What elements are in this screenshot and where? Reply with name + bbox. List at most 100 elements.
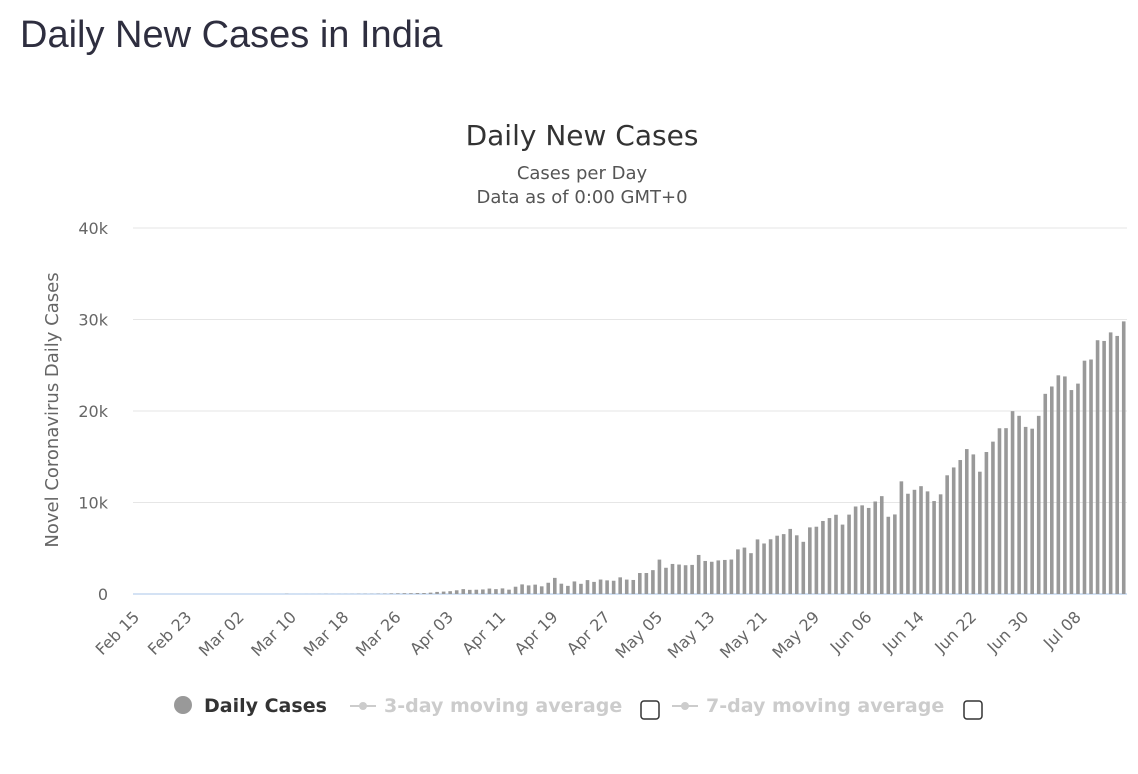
legend-daily-cases[interactable]: Daily Cases	[204, 695, 327, 717]
bar[interactable]	[441, 591, 446, 594]
bar[interactable]	[978, 471, 982, 594]
bar[interactable]	[1082, 360, 1087, 594]
bar[interactable]	[775, 535, 779, 594]
bar[interactable]	[742, 547, 747, 594]
legend-daily-cases-marker[interactable]	[174, 696, 192, 714]
bar[interactable]	[598, 579, 603, 594]
bar[interactable]	[657, 559, 662, 594]
bar[interactable]	[768, 539, 773, 594]
bar[interactable]	[1121, 321, 1126, 594]
bar[interactable]	[906, 493, 910, 594]
bar[interactable]	[729, 559, 734, 594]
bar[interactable]	[474, 589, 479, 594]
bar[interactable]	[690, 564, 694, 594]
bar[interactable]	[644, 573, 649, 594]
bar[interactable]	[1004, 428, 1008, 594]
bar[interactable]	[1108, 332, 1113, 594]
bar[interactable]	[559, 583, 564, 594]
bar[interactable]	[409, 593, 413, 594]
bar[interactable]	[1115, 335, 1119, 594]
bar[interactable]	[991, 441, 995, 594]
bar[interactable]	[677, 564, 681, 594]
legend-7day-moving-average[interactable]: 7-day moving average	[706, 695, 944, 717]
bar[interactable]	[638, 573, 642, 594]
bar[interactable]	[507, 589, 511, 594]
bar[interactable]	[481, 589, 485, 594]
bar[interactable]	[533, 584, 537, 594]
bar[interactable]	[454, 590, 459, 594]
bar[interactable]	[1043, 393, 1048, 594]
bar[interactable]	[494, 589, 498, 594]
bar[interactable]	[840, 524, 845, 594]
bar[interactable]	[919, 486, 923, 594]
bar[interactable]	[467, 589, 472, 594]
bar[interactable]	[500, 588, 505, 594]
bar[interactable]	[435, 591, 439, 594]
bar[interactable]	[1102, 340, 1106, 594]
bar[interactable]	[925, 491, 930, 594]
bar[interactable]	[788, 528, 793, 594]
bar[interactable]	[1063, 376, 1067, 594]
legend-3day-checkbox[interactable]	[640, 700, 660, 720]
bar[interactable]	[866, 507, 871, 594]
bar[interactable]	[958, 460, 963, 594]
bar[interactable]	[1069, 390, 1074, 594]
bar[interactable]	[886, 516, 891, 594]
bar[interactable]	[539, 586, 544, 594]
bar[interactable]	[624, 579, 629, 594]
bar[interactable]	[526, 585, 531, 594]
bar[interactable]	[520, 584, 524, 594]
bar[interactable]	[716, 560, 721, 594]
bar[interactable]	[912, 489, 917, 594]
bar[interactable]	[683, 565, 688, 594]
bar[interactable]	[605, 580, 609, 594]
bar[interactable]	[396, 593, 400, 594]
bar[interactable]	[670, 563, 675, 594]
bar[interactable]	[487, 588, 492, 594]
bar[interactable]	[899, 481, 904, 594]
bar[interactable]	[513, 586, 518, 594]
bar[interactable]	[749, 553, 753, 594]
bar[interactable]	[664, 567, 668, 594]
bar[interactable]	[794, 535, 799, 594]
bar[interactable]	[951, 467, 956, 594]
bar[interactable]	[631, 579, 636, 594]
bar[interactable]	[1036, 415, 1041, 594]
bar[interactable]	[893, 514, 897, 594]
bar[interactable]	[585, 580, 590, 594]
bar[interactable]	[546, 582, 551, 594]
bar[interactable]	[932, 501, 936, 594]
legend-7day-checkbox[interactable]	[963, 700, 983, 720]
bar[interactable]	[984, 452, 989, 594]
bar[interactable]	[461, 589, 466, 594]
bar[interactable]	[566, 585, 570, 594]
bar[interactable]	[709, 561, 714, 594]
bar[interactable]	[422, 593, 426, 594]
bar[interactable]	[971, 454, 976, 594]
bar[interactable]	[611, 580, 616, 594]
bar[interactable]	[572, 581, 577, 594]
bar[interactable]	[1095, 340, 1100, 594]
bar[interactable]	[847, 514, 851, 594]
bar[interactable]	[1017, 415, 1021, 594]
bar[interactable]	[1089, 359, 1093, 594]
bar[interactable]	[860, 505, 864, 594]
bar[interactable]	[755, 539, 760, 594]
bar[interactable]	[1010, 411, 1015, 594]
bar[interactable]	[579, 583, 583, 594]
bar[interactable]	[834, 514, 838, 594]
bar[interactable]	[827, 518, 832, 594]
bar[interactable]	[1076, 383, 1080, 594]
bar[interactable]	[938, 494, 943, 594]
bar[interactable]	[814, 526, 819, 594]
bar[interactable]	[781, 534, 786, 594]
bar[interactable]	[879, 496, 884, 594]
bar[interactable]	[428, 592, 433, 594]
bar[interactable]	[618, 577, 622, 594]
bar[interactable]	[448, 591, 452, 594]
bar[interactable]	[651, 570, 655, 594]
bar[interactable]	[703, 560, 708, 594]
bar[interactable]	[415, 593, 420, 594]
legend-3day-moving-average[interactable]: 3-day moving average	[384, 695, 622, 717]
bar[interactable]	[821, 520, 825, 594]
